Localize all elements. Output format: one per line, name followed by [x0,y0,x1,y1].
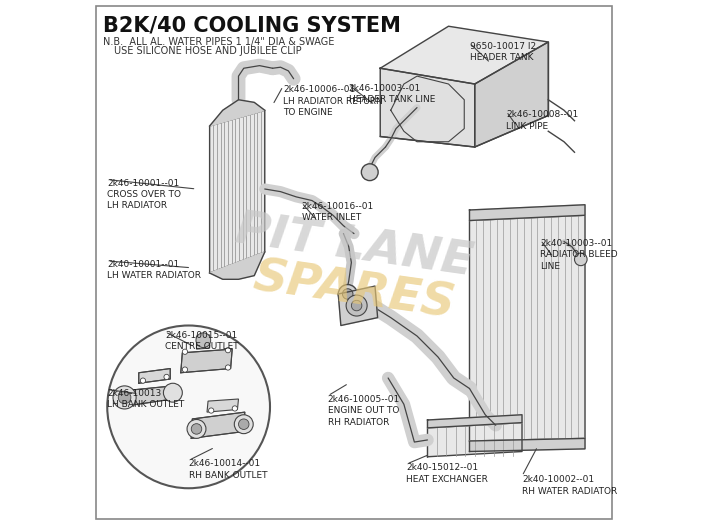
Circle shape [234,415,253,434]
Circle shape [346,295,367,316]
Circle shape [574,253,587,266]
Text: 2k46-10003--01
HEADER TANK LINE: 2k46-10003--01 HEADER TANK LINE [349,84,435,104]
Text: 2k46-10015--01
CENTRE OUTLET: 2k46-10015--01 CENTRE OUTLET [165,331,239,351]
Polygon shape [469,438,585,452]
Circle shape [196,333,211,348]
Polygon shape [207,399,239,412]
Circle shape [191,424,202,434]
Polygon shape [197,335,210,349]
Circle shape [164,374,169,380]
Circle shape [118,391,131,404]
Polygon shape [428,423,522,457]
Circle shape [183,367,188,372]
Circle shape [225,348,231,353]
Text: 2k46-10008--01
LINK PIPE: 2k46-10008--01 LINK PIPE [506,110,578,131]
Circle shape [225,365,231,370]
Circle shape [232,406,237,411]
Polygon shape [191,412,245,438]
Polygon shape [210,252,265,279]
Polygon shape [181,349,232,373]
Polygon shape [469,215,585,441]
Circle shape [164,383,183,402]
Polygon shape [210,110,265,273]
Text: 2k46-10006--01
LH RADIATOR RETURN
TO ENGINE: 2k46-10006--01 LH RADIATOR RETURN TO ENG… [283,85,383,117]
Polygon shape [120,386,173,407]
Circle shape [140,378,146,383]
Text: 2k40-10001--01
LH WATER RADIATOR: 2k40-10001--01 LH WATER RADIATOR [107,260,201,280]
Circle shape [113,386,136,409]
Circle shape [183,349,188,354]
Text: PIT LANE: PIT LANE [232,208,476,286]
Polygon shape [469,205,585,220]
Text: B2K/40 COOLING SYSTEM: B2K/40 COOLING SYSTEM [103,16,401,36]
Polygon shape [475,42,548,147]
Circle shape [187,419,206,438]
Text: 2k40-10003--01
RADIATOR BLEED
LINE: 2k40-10003--01 RADIATOR BLEED LINE [540,239,618,271]
Text: USE SILICONE HOSE AND JUBILEE CLIP: USE SILICONE HOSE AND JUBILEE CLIP [113,46,301,56]
Polygon shape [139,369,170,383]
Polygon shape [380,68,475,147]
Circle shape [343,289,353,299]
Circle shape [209,408,214,413]
Circle shape [107,326,270,488]
Circle shape [239,419,249,429]
Text: SPARES: SPARES [250,255,458,328]
Text: 2k40-15012--01
HEAT EXCHANGER: 2k40-15012--01 HEAT EXCHANGER [406,463,489,484]
Text: 2k40-10002--01
RH WATER RADIATOR: 2k40-10002--01 RH WATER RADIATOR [522,475,617,496]
Polygon shape [338,286,377,326]
Circle shape [338,285,357,303]
Text: 9650-10017 l2
HEADER TANK: 9650-10017 l2 HEADER TANK [469,42,536,62]
Text: N.B.  ALL AL. WATER PIPES 1 1/4" DIA & SWAGE: N.B. ALL AL. WATER PIPES 1 1/4" DIA & SW… [103,37,334,47]
Polygon shape [428,415,522,428]
Circle shape [361,164,378,181]
Polygon shape [210,100,265,126]
Polygon shape [380,26,548,84]
Text: 2k46-10016--01
WATER INLET: 2k46-10016--01 WATER INLET [302,202,374,222]
Text: 2k46-10013
LH BANK OUTLET: 2k46-10013 LH BANK OUTLET [107,388,185,409]
Circle shape [351,300,362,311]
Text: 2k46-10001--01
CROSS OVER TO
LH RADIATOR: 2k46-10001--01 CROSS OVER TO LH RADIATOR [107,178,181,211]
Text: 2k46-10005--01
ENGINE OUT TO
RH RADIATOR: 2k46-10005--01 ENGINE OUT TO RH RADIATOR [328,395,400,427]
Text: 2k46-10014--01
RH BANK OUTLET: 2k46-10014--01 RH BANK OUTLET [188,459,267,480]
